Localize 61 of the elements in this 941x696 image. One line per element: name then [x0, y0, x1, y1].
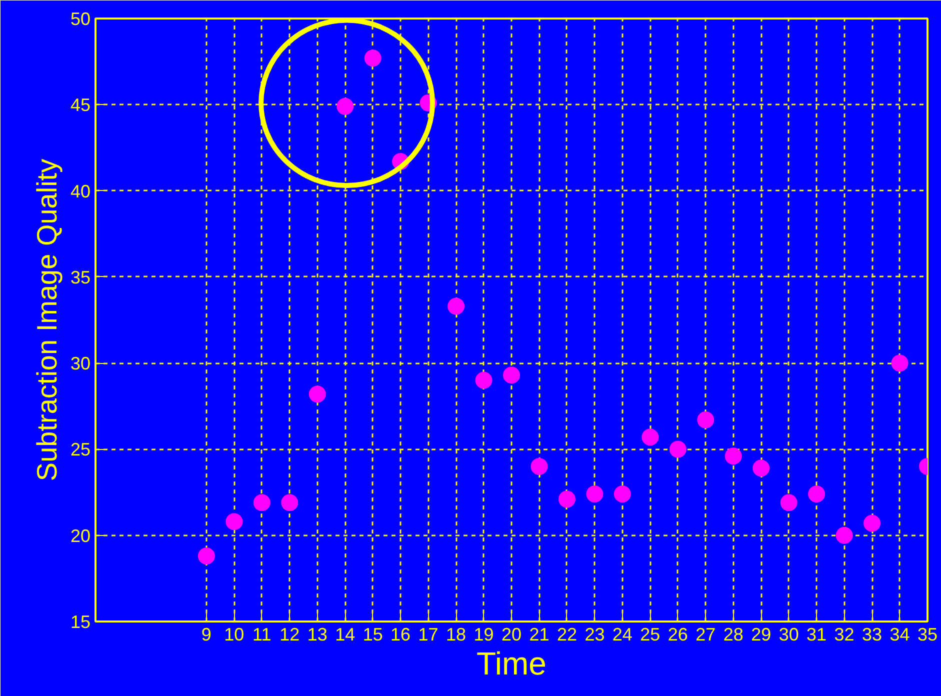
point: [669, 440, 686, 458]
point: [724, 448, 742, 465]
point: [336, 98, 354, 115]
point: [808, 486, 826, 502]
point: [503, 366, 520, 384]
y-tick-label: 30: [70, 354, 91, 374]
x-tick-label: 11: [252, 624, 272, 644]
x-tick-label: 17: [418, 624, 438, 644]
x-tick-label: 15: [362, 624, 383, 644]
x-axis-title: Time: [476, 646, 546, 682]
y-tick-label: 15: [70, 612, 91, 632]
x-tick-label: 24: [612, 624, 632, 644]
x-tick-label: 30: [778, 624, 799, 644]
x-tick-label: 35: [917, 624, 938, 644]
x-tick-label: 12: [280, 624, 300, 644]
x-tick-label: 25: [640, 624, 660, 644]
point: [281, 494, 298, 512]
point: [308, 386, 326, 403]
x-tick-label: 34: [890, 624, 910, 644]
point: [448, 298, 465, 315]
point: [364, 50, 382, 67]
y-tick-label: 35: [70, 267, 91, 288]
y-tick-label: 25: [70, 440, 91, 460]
x-tick-label: 33: [862, 624, 882, 644]
point: [253, 494, 270, 512]
point: [198, 548, 215, 565]
x-tick-label: 29: [751, 624, 772, 644]
point: [614, 486, 631, 502]
x-tick-label: 10: [224, 624, 244, 644]
point: [475, 372, 492, 389]
y-axis-title: Subtraction Image Quality: [31, 158, 62, 482]
x-tick-label: 23: [584, 624, 605, 644]
point: [558, 490, 576, 508]
x-tick-label: 20: [501, 624, 522, 644]
x-tick-label: 16: [390, 624, 411, 644]
point: [226, 513, 243, 530]
x-tick-label: 18: [446, 624, 466, 644]
point: [752, 460, 770, 477]
x-tick-label: 26: [668, 624, 688, 644]
y-tick-label: 20: [70, 526, 91, 546]
x-tick-label: 9: [201, 624, 212, 644]
point: [891, 354, 908, 372]
x-tick-label: 21: [529, 624, 550, 644]
x-tick-label: 13: [307, 624, 328, 644]
x-tick-label: 28: [723, 624, 744, 644]
point: [864, 514, 881, 532]
x-tick-label: 32: [834, 624, 854, 644]
point: [586, 486, 604, 502]
x-tick-label: 14: [335, 624, 356, 644]
point: [530, 458, 548, 475]
y-tick-label: 45: [70, 95, 91, 116]
y-tick-label: 50: [70, 9, 91, 29]
point: [697, 411, 714, 428]
y-tick-label: 40: [70, 181, 91, 202]
x-tick-label: 27: [696, 624, 716, 644]
point: [642, 428, 659, 446]
point: [780, 494, 798, 512]
x-tick-label: 31: [806, 624, 827, 644]
point: [836, 526, 853, 544]
x-tick-label: 22: [556, 624, 577, 644]
x-tick-label: 19: [474, 624, 494, 644]
